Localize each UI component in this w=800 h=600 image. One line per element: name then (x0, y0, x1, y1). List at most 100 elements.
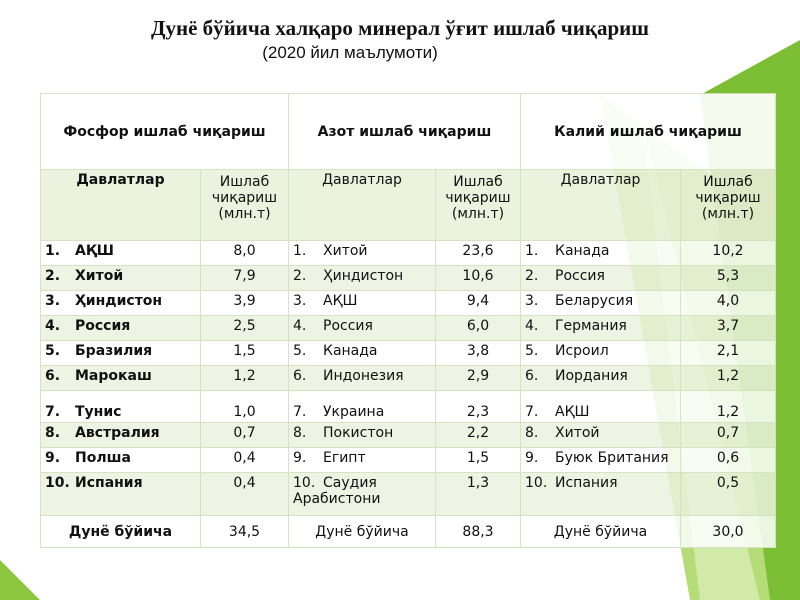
value-cell: 0,4 (200, 447, 289, 473)
country-header: Давлатлар (520, 169, 681, 241)
rank: 9. (45, 450, 61, 466)
country-name: АҚШ (555, 404, 590, 420)
country-cell: 8. Покистон (288, 422, 436, 448)
country-name: Россия (323, 318, 373, 334)
rank: 2. (45, 268, 61, 284)
data-table: Фосфор ишлаб чиқариш Азот ишлаб чиқариш Ка… (40, 93, 776, 548)
rank: 8. (525, 425, 539, 441)
value-cell: 1,2 (680, 365, 776, 391)
value-cell: 1,0 (200, 390, 289, 423)
data-row: 7. Тунис 1,0 7. Украина 2,3 7. АҚШ 1,2 (40, 390, 776, 423)
rank: 4. (293, 318, 307, 334)
value-header: Ишлаб чиқариш (млн.т) (200, 169, 289, 241)
country-cell: 9. Полша (40, 447, 201, 473)
title: Дунё бўйича халқаро минерал ўғит ишлаб ч… (151, 16, 649, 40)
country-name: Германия (555, 318, 627, 334)
value-cell: 10,2 (680, 240, 776, 266)
data-row: 8. Австралия 0,7 8. Покистон 2,2 8. Хитой 0,7 (40, 422, 776, 448)
country-name: Испания (555, 475, 618, 491)
value-cell: 3,7 (680, 315, 776, 341)
green-shape (0, 560, 40, 600)
rank: 5. (45, 343, 61, 359)
total-value: 30,0 (680, 515, 776, 548)
rank: 6. (293, 368, 307, 384)
country-cell: 7. Украина (288, 390, 436, 423)
value-cell: 0,4 (200, 472, 289, 516)
country-cell: 4. Россия (288, 315, 436, 341)
rank: 10. (525, 475, 548, 491)
country-cell: 1. Канада (520, 240, 681, 266)
value-cell: 1,2 (200, 365, 289, 391)
total-value: 88,3 (435, 515, 521, 548)
value-cell: 1,5 (435, 447, 521, 473)
rank: 9. (525, 450, 539, 466)
data-row: 2. Хитой 7,9 2. Ҳиндистон 10,6 2. Россия 5,3 (40, 265, 776, 291)
country-cell: 8. Австралия (40, 422, 201, 448)
value-cell: 1,2 (680, 390, 776, 423)
value-cell: 5,3 (680, 265, 776, 291)
value-cell: 0,7 (200, 422, 289, 448)
country-name: Индонезия (323, 368, 404, 384)
rank: 4. (525, 318, 539, 334)
data-row: 10. Испания 0,4 10. Саудия Арабистони 1,3 10. И… (40, 472, 776, 516)
value-cell: 1,5 (200, 340, 289, 366)
country-name: Египт (323, 450, 366, 466)
value-cell: 6,0 (435, 315, 521, 341)
group-title: Азот ишлаб чиқариш (288, 93, 521, 170)
value-cell: 8,0 (200, 240, 289, 266)
value-cell: 2,2 (435, 422, 521, 448)
rank: 10. (45, 475, 70, 491)
group-title: Калий ишлаб чиқариш (520, 93, 776, 170)
rank: 7. (45, 404, 61, 420)
group-title: Фосфор ишлаб чиқариш (40, 93, 289, 170)
country-cell: 1. Хитой (288, 240, 436, 266)
country-cell: 9. Буюк Британия (520, 447, 681, 473)
subtitle: (2020 йил маълумоти) (262, 43, 438, 62)
rank: 4. (45, 318, 61, 334)
value-header: Ишлаб чиқариш (млн.т) (435, 169, 521, 241)
total-row: Дунё бўйича 34,5 Дунё бўйича 88,3 Дунё бўйич… (40, 515, 776, 548)
country-cell: 5. Канада (288, 340, 436, 366)
value-cell: 10,6 (435, 265, 521, 291)
value-cell: 23,6 (435, 240, 521, 266)
rank: 10. (293, 475, 316, 491)
country-cell: 9. Египт (288, 447, 436, 473)
rank: 3. (45, 293, 61, 309)
rank: 2. (525, 268, 539, 284)
country-header: Давлатлар (40, 169, 201, 241)
rank: 6. (525, 368, 539, 384)
data-row: 9. Полша 0,4 9. Египт 1,5 9. Буюк Британия 0,6 (40, 447, 776, 473)
value-cell: 1,3 (435, 472, 521, 516)
value-cell: 2,3 (435, 390, 521, 423)
country-name: Хитой (323, 243, 368, 259)
value-cell: 2,1 (680, 340, 776, 366)
country-cell: 1. АҚШ (40, 240, 201, 266)
country-name: Россия (75, 318, 131, 334)
value-cell: 7,9 (200, 265, 289, 291)
data-row: 1. АҚШ 8,0 1. Хитой 23,6 1. Канада 10,2 (40, 240, 776, 266)
rank: 3. (293, 293, 307, 309)
country-name: Полша (75, 450, 131, 466)
country-cell: 4. Россия (40, 315, 201, 341)
country-name: Австралия (75, 425, 160, 441)
country-name: Марокаш (75, 368, 152, 384)
rank: 3. (525, 293, 539, 309)
country-name: АҚШ (323, 293, 358, 309)
rank: 7. (525, 404, 539, 420)
country-cell: 6. Марокаш (40, 365, 201, 391)
country-cell: 10. Испания (40, 472, 201, 516)
country-header: Давлатлар (288, 169, 436, 241)
rank: 1. (45, 243, 61, 259)
value-cell: 9,4 (435, 290, 521, 316)
country-name: Украина (323, 404, 385, 420)
value-header: Ишлаб чиқариш (млн.т) (680, 169, 776, 241)
rank: 5. (525, 343, 539, 359)
group-header-row: Фосфор ишлаб чиқариш Азот ишлаб чиқариш Ка… (40, 93, 776, 170)
country-name: АҚШ (75, 243, 114, 259)
rank: 5. (293, 343, 307, 359)
rank: 2. (293, 268, 307, 284)
country-name: Беларусия (555, 293, 634, 309)
country-name: Хитой (75, 268, 124, 284)
country-name: Буюк Британия (555, 450, 669, 466)
